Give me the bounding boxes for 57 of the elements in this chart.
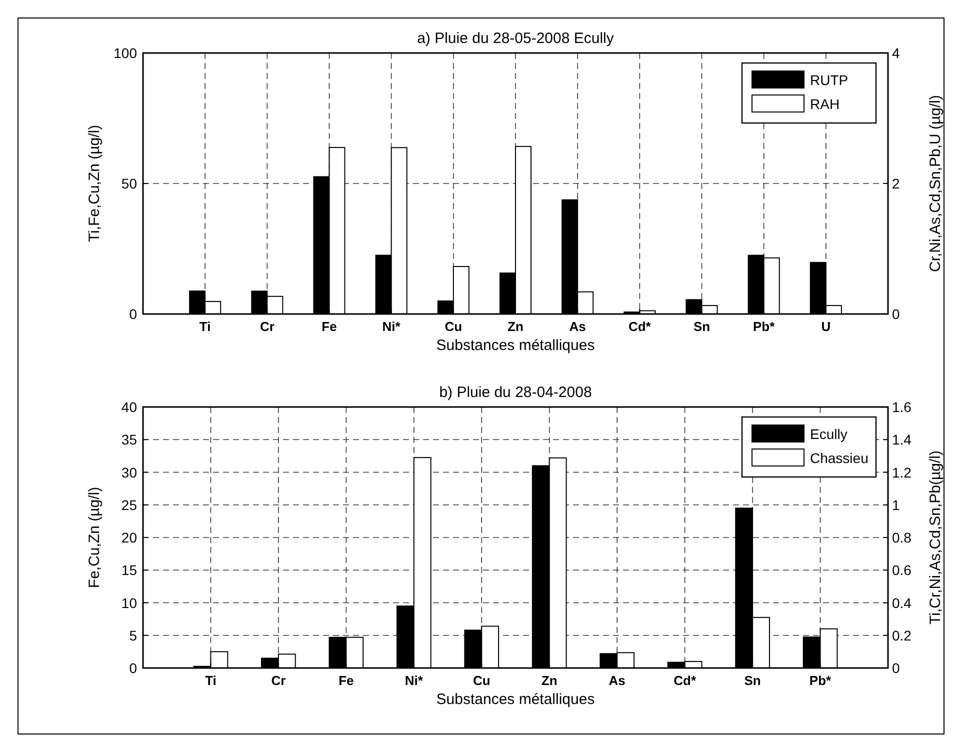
y2-tick-label: 0.8: [892, 530, 912, 546]
legend-label: RUTP: [810, 72, 848, 88]
y-tick-label: 100: [114, 45, 138, 61]
y-tick-label: 5: [129, 627, 138, 644]
x-tick-label: Ni*: [382, 319, 402, 334]
y-tick-label: 0: [129, 660, 138, 676]
y2-axis-title: Cr,Ni,As,Cd,Sn,Pb,U (µg/l): [927, 94, 944, 272]
x-tick-label: Cd*: [628, 319, 652, 334]
legend-label: Ecully: [810, 426, 848, 442]
x-tick-label: As: [569, 319, 586, 334]
y-tick-label: 35: [121, 432, 138, 448]
y-axis-title: Fe,Cu,Zn (µg/l): [86, 486, 103, 588]
x-tick-label: As: [608, 673, 626, 688]
y2-tick-label: 0.4: [892, 594, 912, 611]
x-tick-label: Ti: [205, 673, 216, 688]
x-tick-label: Ti: [199, 319, 211, 334]
x-tick-label: Fe: [322, 319, 337, 334]
x-tick-label: Cr: [271, 673, 286, 688]
x-tick-label: Sn: [744, 673, 761, 688]
chart-title: b) Pluie du 28-04-2008: [439, 384, 592, 401]
y-tick-label: 25: [121, 496, 138, 513]
x-axis-title: Substances métalliques: [436, 691, 595, 708]
y2-tick-label: 1.6: [892, 399, 912, 415]
x-tick-label: Pb*: [809, 673, 832, 688]
y2-tick-label: 0: [892, 660, 900, 676]
y-tick-label: 20: [121, 530, 138, 546]
y2-axis-title: Ti,Cr,Ni,As,Cd,Sn,Pb(µg/l): [927, 450, 944, 624]
y2-tick-label: 1: [892, 496, 900, 513]
x-tick-label: Cd*: [674, 673, 697, 688]
y2-tick-label: 0.2: [892, 627, 912, 644]
y-tick-label: 15: [121, 562, 138, 578]
y-tick-label: 40: [121, 399, 138, 415]
y2-tick-label: 1.4: [892, 432, 912, 448]
x-tick-label: Sn: [693, 319, 710, 334]
y2-tick-label: 4: [892, 45, 900, 61]
y2-tick-label: 0.6: [892, 562, 912, 578]
x-tick-label: Fe: [338, 673, 354, 688]
x-axis-title: Substances métalliques: [436, 337, 595, 354]
x-tick-label: Zn: [508, 319, 524, 334]
x-tick-label: Ni*: [404, 673, 424, 688]
y-tick-label: 30: [121, 464, 138, 480]
x-tick-label: Zn: [541, 673, 558, 688]
y-tick-label: 10: [121, 594, 138, 611]
x-tick-label: U: [821, 319, 831, 334]
y-axis-title: Ti,Fe,Cu,Zn (µg/l): [86, 124, 103, 242]
x-tick-label: Pb*: [752, 319, 776, 334]
y-tick-label: 50: [121, 176, 138, 192]
y2-tick-label: 0: [892, 306, 900, 322]
chart-title: a) Pluie du 28-05-2008 Ecully: [417, 30, 614, 47]
x-tick-label: Cu: [444, 319, 462, 334]
y-tick-label: 0: [129, 306, 138, 322]
y2-tick-label: 1.2: [892, 464, 912, 480]
y2-tick-label: 2: [892, 176, 900, 192]
legend-label: Chassieu: [810, 450, 868, 466]
x-tick-label: Cr: [260, 319, 274, 334]
x-tick-label: Cu: [472, 673, 490, 688]
legend-label: RAH: [810, 96, 840, 112]
